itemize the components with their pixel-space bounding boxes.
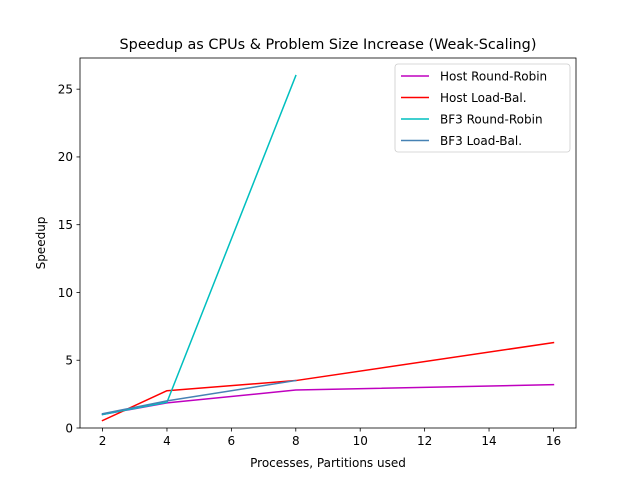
y-tick-label: 25 — [58, 82, 73, 96]
series-line-2 — [101, 74, 297, 416]
chart-title: Speedup as CPUs & Problem Size Increase … — [120, 37, 537, 53]
x-tick-label: 16 — [546, 434, 561, 448]
legend-label: BF3 Load-Bal. — [440, 134, 522, 148]
y-axis-ticks: 0 5 10 15 20 25 — [58, 82, 80, 435]
legend-frame — [394, 63, 571, 153]
y-tick-label: 0 — [65, 421, 73, 435]
plot-frame — [79, 57, 577, 429]
legend-label: BF3 Round-Robin — [440, 112, 543, 126]
y-tick-label: 10 — [58, 286, 73, 300]
x-tick-label: 8 — [292, 434, 300, 448]
x-tick-label: 12 — [417, 434, 432, 448]
x-axis-ticks: 2 4 6 8 10 12 14 16 — [99, 428, 561, 448]
series-layer — [101, 74, 555, 422]
plot-area — [79, 57, 577, 429]
y-tick-label: 20 — [58, 150, 73, 164]
x-tick-label: 2 — [99, 434, 107, 448]
y-axis-label: Speedup — [34, 217, 48, 270]
legend-label: Host Round-Robin — [440, 69, 547, 83]
y-tick-label: 5 — [65, 354, 73, 368]
series-line-1 — [101, 341, 555, 422]
x-tick-label: 10 — [353, 434, 368, 448]
y-tick-label: 15 — [58, 218, 73, 232]
legend-label: Host Load-Bal. — [440, 91, 527, 105]
series-line-0 — [101, 383, 555, 416]
x-axis-label: Processes, Partitions used — [250, 456, 406, 470]
series-line-3 — [101, 379, 297, 415]
x-tick-label: 4 — [163, 434, 171, 448]
x-tick-label: 6 — [228, 434, 236, 448]
x-tick-label: 14 — [481, 434, 496, 448]
legend: Host Round-Robin Host Load-Bal. BF3 Round-… — [394, 63, 571, 153]
